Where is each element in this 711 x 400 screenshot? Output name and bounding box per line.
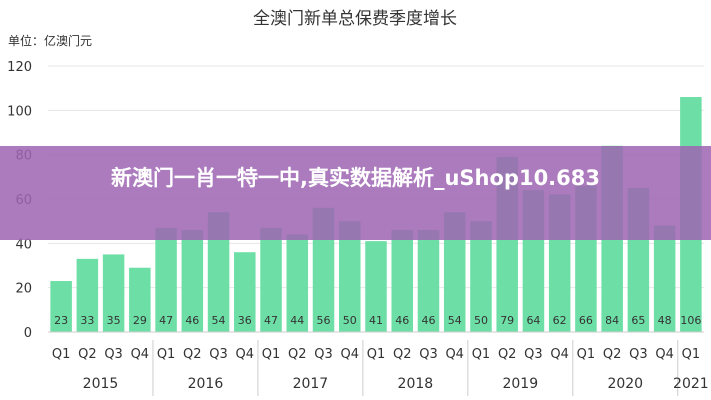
- x-tick-label: Q4: [445, 347, 464, 362]
- data-label: 54: [212, 314, 226, 327]
- data-label: 33: [80, 314, 94, 327]
- x-tick-label: Q1: [157, 347, 176, 362]
- data-label: 48: [658, 314, 672, 327]
- x-tick-label: Q2: [603, 347, 622, 362]
- watermark-banner: [0, 146, 711, 240]
- data-label: 65: [631, 314, 645, 327]
- data-label: 50: [343, 314, 357, 327]
- bar: [155, 227, 177, 332]
- x-tick-label: Q3: [419, 347, 438, 362]
- data-label: 29: [133, 314, 147, 327]
- bar: [391, 230, 413, 332]
- x-tick-label: Q4: [131, 347, 150, 362]
- x-tick-label: Q4: [236, 347, 255, 362]
- data-label: 56: [317, 314, 331, 327]
- x-tick-label: Q3: [629, 347, 648, 362]
- bar: [339, 221, 361, 332]
- bar: [76, 258, 99, 332]
- y-tick-label: 20: [15, 282, 32, 297]
- year-label: 2016: [188, 376, 224, 392]
- year-label: 2015: [83, 376, 119, 392]
- data-label: 36: [238, 314, 252, 327]
- bar: [181, 230, 204, 332]
- data-label: 47: [264, 314, 278, 327]
- data-label: 50: [474, 314, 488, 327]
- data-label: 66: [579, 314, 593, 327]
- data-label: 46: [421, 314, 435, 327]
- y-tick-label: 120: [7, 60, 32, 75]
- data-label: 46: [395, 314, 409, 327]
- x-tick-label: Q4: [550, 347, 569, 362]
- bar: [102, 254, 125, 332]
- bar: [443, 212, 466, 332]
- bar: [417, 230, 440, 332]
- x-tick-label: Q1: [262, 347, 281, 362]
- data-label: 62: [553, 314, 567, 327]
- y-tick-label: 40: [15, 237, 32, 252]
- year-label: 2017: [293, 376, 329, 392]
- x-tick-label: Q1: [472, 347, 491, 362]
- bar: [653, 225, 676, 332]
- x-tick-label: Q3: [524, 347, 543, 362]
- data-label: 47: [159, 314, 173, 327]
- chart-title: 全澳门新单总保费季度增长: [253, 9, 457, 29]
- bar: [234, 252, 256, 332]
- x-tick-label: Q2: [498, 347, 517, 362]
- bar: [129, 267, 151, 332]
- data-label: 64: [526, 314, 540, 327]
- bar: [286, 234, 309, 332]
- x-tick-label: Q1: [367, 347, 386, 362]
- bar: [50, 281, 72, 332]
- x-tick-label: Q1: [52, 347, 71, 362]
- data-label: 41: [369, 314, 383, 327]
- bar: [365, 241, 387, 332]
- x-tick-label: Q3: [314, 347, 333, 362]
- x-tick-label: Q2: [183, 347, 202, 362]
- data-label: 23: [54, 314, 68, 327]
- data-label: 35: [107, 314, 121, 327]
- x-tick-label: Q1: [682, 347, 701, 362]
- y-tick-label: 100: [7, 104, 32, 119]
- x-tick-label: Q2: [78, 347, 97, 362]
- data-label: 44: [290, 314, 304, 327]
- bar: [207, 212, 230, 332]
- x-tick-label: Q3: [104, 347, 123, 362]
- x-tick-label: Q4: [341, 347, 360, 362]
- y-tick-label: 0: [24, 326, 32, 341]
- year-label: 2020: [607, 376, 643, 392]
- banner-title: 新澳门一肖一特一中,真实数据解析_uShop10.683: [111, 166, 600, 190]
- data-label: 46: [185, 314, 199, 327]
- x-tick-label: Q1: [577, 347, 596, 362]
- year-label: 2019: [502, 376, 538, 392]
- x-tick-label: Q2: [288, 347, 307, 362]
- data-label: 84: [605, 314, 619, 327]
- x-axis: Q1 Q2 Q3 Q4 Q1 Q2 Q3 Q4 Q1 Q2 Q3 Q4 Q1 Q2 Q3 Q4 Q1 Q2 Q3 Q4…: [48, 331, 709, 396]
- data-label: 106: [680, 314, 701, 327]
- unit-label: 单位：亿澳门元: [8, 33, 92, 48]
- x-tick-label: Q3: [209, 347, 228, 362]
- data-label: 54: [448, 314, 462, 327]
- x-tick-label: Q4: [655, 347, 674, 362]
- year-label: 2018: [398, 376, 434, 392]
- bar: [260, 227, 282, 332]
- bar: [470, 221, 492, 332]
- x-tick-label: Q2: [393, 347, 412, 362]
- year-label: 2021: [673, 376, 709, 392]
- data-label: 79: [500, 314, 514, 327]
